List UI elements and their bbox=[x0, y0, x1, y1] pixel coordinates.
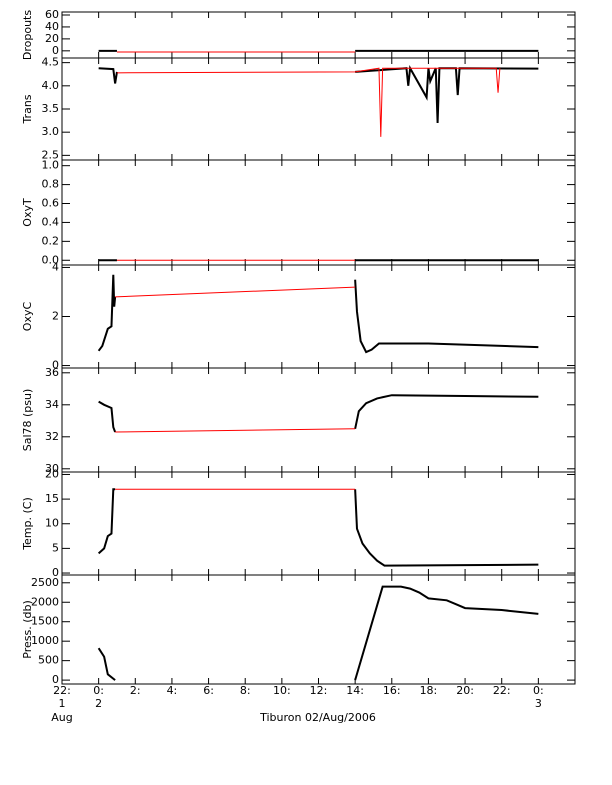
y-tick-label: 10 bbox=[45, 517, 59, 530]
data-line bbox=[97, 488, 539, 567]
y-tick-label: 4 bbox=[52, 260, 59, 273]
y-tick-label: 1.0 bbox=[42, 159, 60, 172]
y-tick-label: 0.0 bbox=[42, 253, 60, 266]
x-tick-label: 20: bbox=[456, 684, 474, 697]
y-axis-label: OxyT bbox=[21, 198, 34, 227]
y-tick-label: 0.6 bbox=[42, 197, 60, 210]
x-tick-label: 10: bbox=[273, 684, 291, 697]
x-date-label: 1 bbox=[59, 697, 66, 710]
y-tick-label: 500 bbox=[38, 654, 59, 667]
data-line bbox=[98, 394, 539, 433]
x-tick-label: 18: bbox=[420, 684, 438, 697]
y-tick-label: 2 bbox=[52, 310, 59, 323]
x-axis-label: Tiburon 02/Aug/2006 bbox=[259, 711, 376, 724]
y-tick-label: 0.2 bbox=[42, 234, 60, 247]
y-tick-label: 30 bbox=[45, 462, 59, 475]
y-tick-label: 20 bbox=[45, 467, 59, 480]
y-tick-label: 3.5 bbox=[42, 102, 60, 115]
month-label: Aug bbox=[51, 711, 72, 724]
y-axis-label: Sal78 (psu) bbox=[21, 389, 34, 452]
x-tick-label: 12: bbox=[310, 684, 328, 697]
y-tick-label: 0 bbox=[52, 44, 59, 57]
y-tick-label: 1000 bbox=[31, 634, 59, 647]
y-tick-label: 40 bbox=[45, 20, 59, 33]
y-tick-label: 0 bbox=[52, 673, 59, 686]
y-axis-label: OxyC bbox=[21, 302, 34, 332]
y-axis-label: Press. (db) bbox=[21, 600, 34, 659]
x-tick-label: 22: bbox=[493, 684, 511, 697]
y-tick-label: 3.0 bbox=[42, 125, 60, 138]
y-tick-label: 34 bbox=[45, 398, 59, 411]
x-tick-label: 2: bbox=[130, 684, 141, 697]
y-tick-label: 0.8 bbox=[42, 178, 60, 191]
data-line bbox=[97, 274, 539, 354]
y-tick-label: 4.0 bbox=[42, 79, 60, 92]
y-tick-label: 5 bbox=[52, 541, 59, 554]
panel-frame bbox=[61, 471, 576, 576]
y-tick-label: 2000 bbox=[31, 595, 59, 608]
y-axis-label: Dropouts bbox=[21, 10, 34, 60]
y-tick-label: 15 bbox=[45, 492, 59, 505]
data-line bbox=[97, 585, 539, 681]
y-tick-label: 32 bbox=[45, 430, 59, 443]
panel-frame bbox=[61, 264, 576, 369]
x-date-label: 3 bbox=[535, 697, 542, 710]
y-tick-label: 0 bbox=[52, 359, 59, 372]
y-tick-label: 60 bbox=[45, 8, 59, 21]
data-line bbox=[115, 428, 356, 433]
data-line bbox=[116, 67, 501, 137]
y-axis-label: Trans bbox=[21, 94, 34, 124]
panel-frame bbox=[61, 159, 576, 266]
x-tick-label: 4: bbox=[167, 684, 178, 697]
y-tick-label: 1500 bbox=[31, 615, 59, 628]
x-tick-label: 0: bbox=[93, 684, 104, 697]
panel-frame bbox=[61, 57, 576, 161]
y-tick-label: 0 bbox=[52, 566, 59, 579]
y-tick-label: 2500 bbox=[31, 576, 59, 589]
x-date-label: 2 bbox=[95, 697, 102, 710]
data-line bbox=[115, 286, 356, 298]
x-tick-label: 0: bbox=[533, 684, 544, 697]
x-tick-label: 14: bbox=[346, 684, 364, 697]
x-tick-label: 16: bbox=[383, 684, 401, 697]
panel-frame bbox=[61, 367, 576, 473]
y-axis-label: Temp. (C) bbox=[21, 497, 34, 551]
y-tick-label: 36 bbox=[45, 366, 59, 379]
x-tick-label: 22: bbox=[53, 684, 71, 697]
y-tick-label: 0.4 bbox=[42, 215, 60, 228]
x-tick-label: 8: bbox=[240, 684, 251, 697]
panel-frame bbox=[61, 574, 576, 685]
y-tick-label: 20 bbox=[45, 32, 59, 45]
data-line bbox=[98, 64, 539, 123]
x-tick-label: 6: bbox=[203, 684, 214, 697]
y-tick-label: 4.5 bbox=[42, 56, 60, 69]
y-tick-label: 2.5 bbox=[42, 148, 60, 161]
